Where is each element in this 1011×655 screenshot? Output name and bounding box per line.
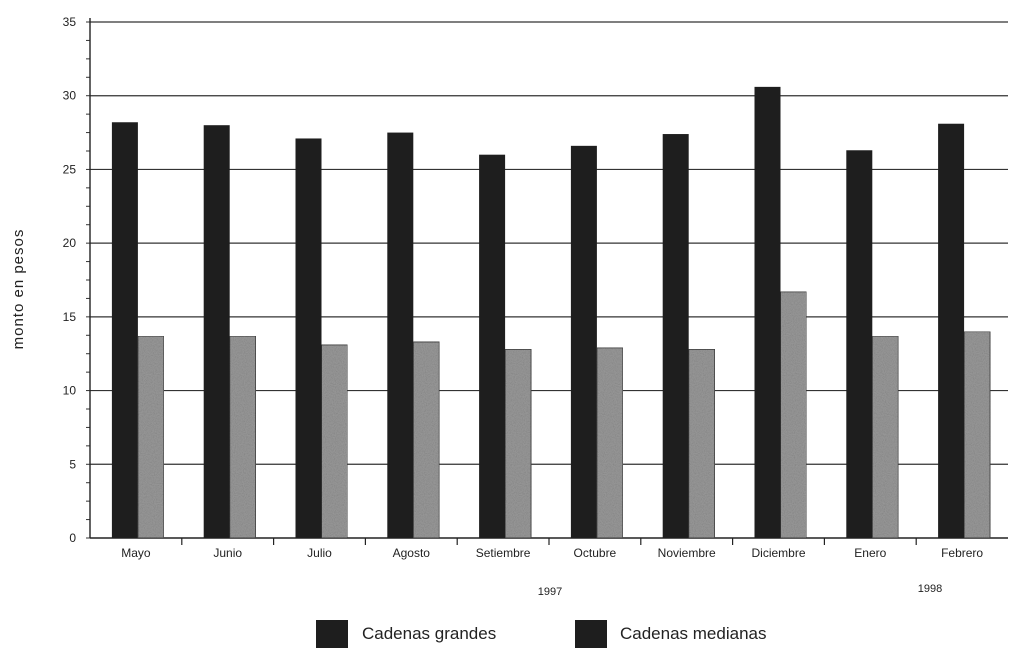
bar-cadenas-medianas-mayo: [137, 335, 165, 539]
x-tick-label-junio: Junio: [213, 546, 242, 560]
x-tick-label-mayo: Mayo: [121, 546, 151, 560]
legend-swatch-cadenas-grandes: [316, 620, 348, 648]
y-tick-label: 20: [63, 236, 77, 250]
x-tick-label-agosto: Agosto: [393, 546, 431, 560]
x-tick-label-enero: Enero: [854, 546, 886, 560]
x-tick-labels: Mayo Junio Julio Agosto Setiembre Octubre Novi…: [121, 546, 983, 560]
bar-cadenas-grandes-febrero: [938, 123, 965, 539]
bar-cadenas-grandes-agosto: [387, 132, 414, 539]
y-axis-label: monto en pesos: [10, 229, 27, 350]
x-tick-label-noviembre: Noviembre: [658, 546, 716, 560]
bar-cadenas-medianas-setiembre: [504, 348, 532, 539]
bar-cadenas-medianas-octubre: [596, 347, 624, 539]
bar-cadenas-grandes-setiembre: [479, 154, 506, 538]
x-tick-label-octubre: Octubre: [574, 546, 617, 560]
x-tick-label-setiembre: Setiembre: [476, 546, 531, 560]
bar-cadenas-medianas-enero: [871, 335, 899, 539]
bar-cadenas-grandes-junio: [203, 125, 230, 538]
bar-cadenas-medianas-junio: [229, 335, 257, 539]
legend-label-cadenas-grandes: Cadenas grandes: [362, 624, 496, 643]
x-tick-label-diciembre: Diciembre: [751, 546, 805, 560]
y-tick-label: 25: [63, 162, 77, 176]
bar-cadenas-grandes-julio: [295, 138, 322, 538]
bar-cadenas-grandes-enero: [846, 150, 873, 538]
bar-cadenas-medianas-noviembre: [688, 348, 716, 539]
legend-label-cadenas-medianas: Cadenas medianas: [620, 624, 766, 643]
year-label-1997: 1997: [538, 586, 562, 598]
y-tick-label: 15: [63, 310, 77, 324]
legend-swatch-cadenas-medianas: [575, 620, 607, 648]
bar-cadenas-grandes-octubre: [570, 145, 597, 538]
bars: [111, 86, 991, 539]
x-tick-label-julio: Julio: [307, 546, 332, 560]
year-label-1998: 1998: [918, 583, 942, 595]
y-tick-labels: 0 5 10 15 20 25 30 35: [63, 15, 77, 545]
bar-cadenas-medianas-febrero: [963, 331, 991, 539]
x-tick-label-febrero: Febrero: [941, 546, 983, 560]
bar-cadenas-medianas-agosto: [412, 341, 440, 539]
bar-cadenas-grandes-noviembre: [662, 134, 689, 538]
y-tick-label: 30: [63, 89, 77, 103]
bar-cadenas-grandes-mayo: [111, 122, 138, 538]
y-tick-label: 0: [69, 531, 76, 545]
y-tick-label: 10: [63, 384, 77, 398]
bar-cadenas-grandes-diciembre: [754, 86, 781, 539]
bar-cadenas-medianas-diciembre: [780, 291, 807, 539]
y-tick-label: 35: [63, 15, 77, 29]
bar-cadenas-medianas-julio: [321, 344, 348, 539]
y-tick-label: 5: [69, 457, 76, 471]
legend: Cadenas grandes Cadenas medianas: [316, 620, 766, 648]
